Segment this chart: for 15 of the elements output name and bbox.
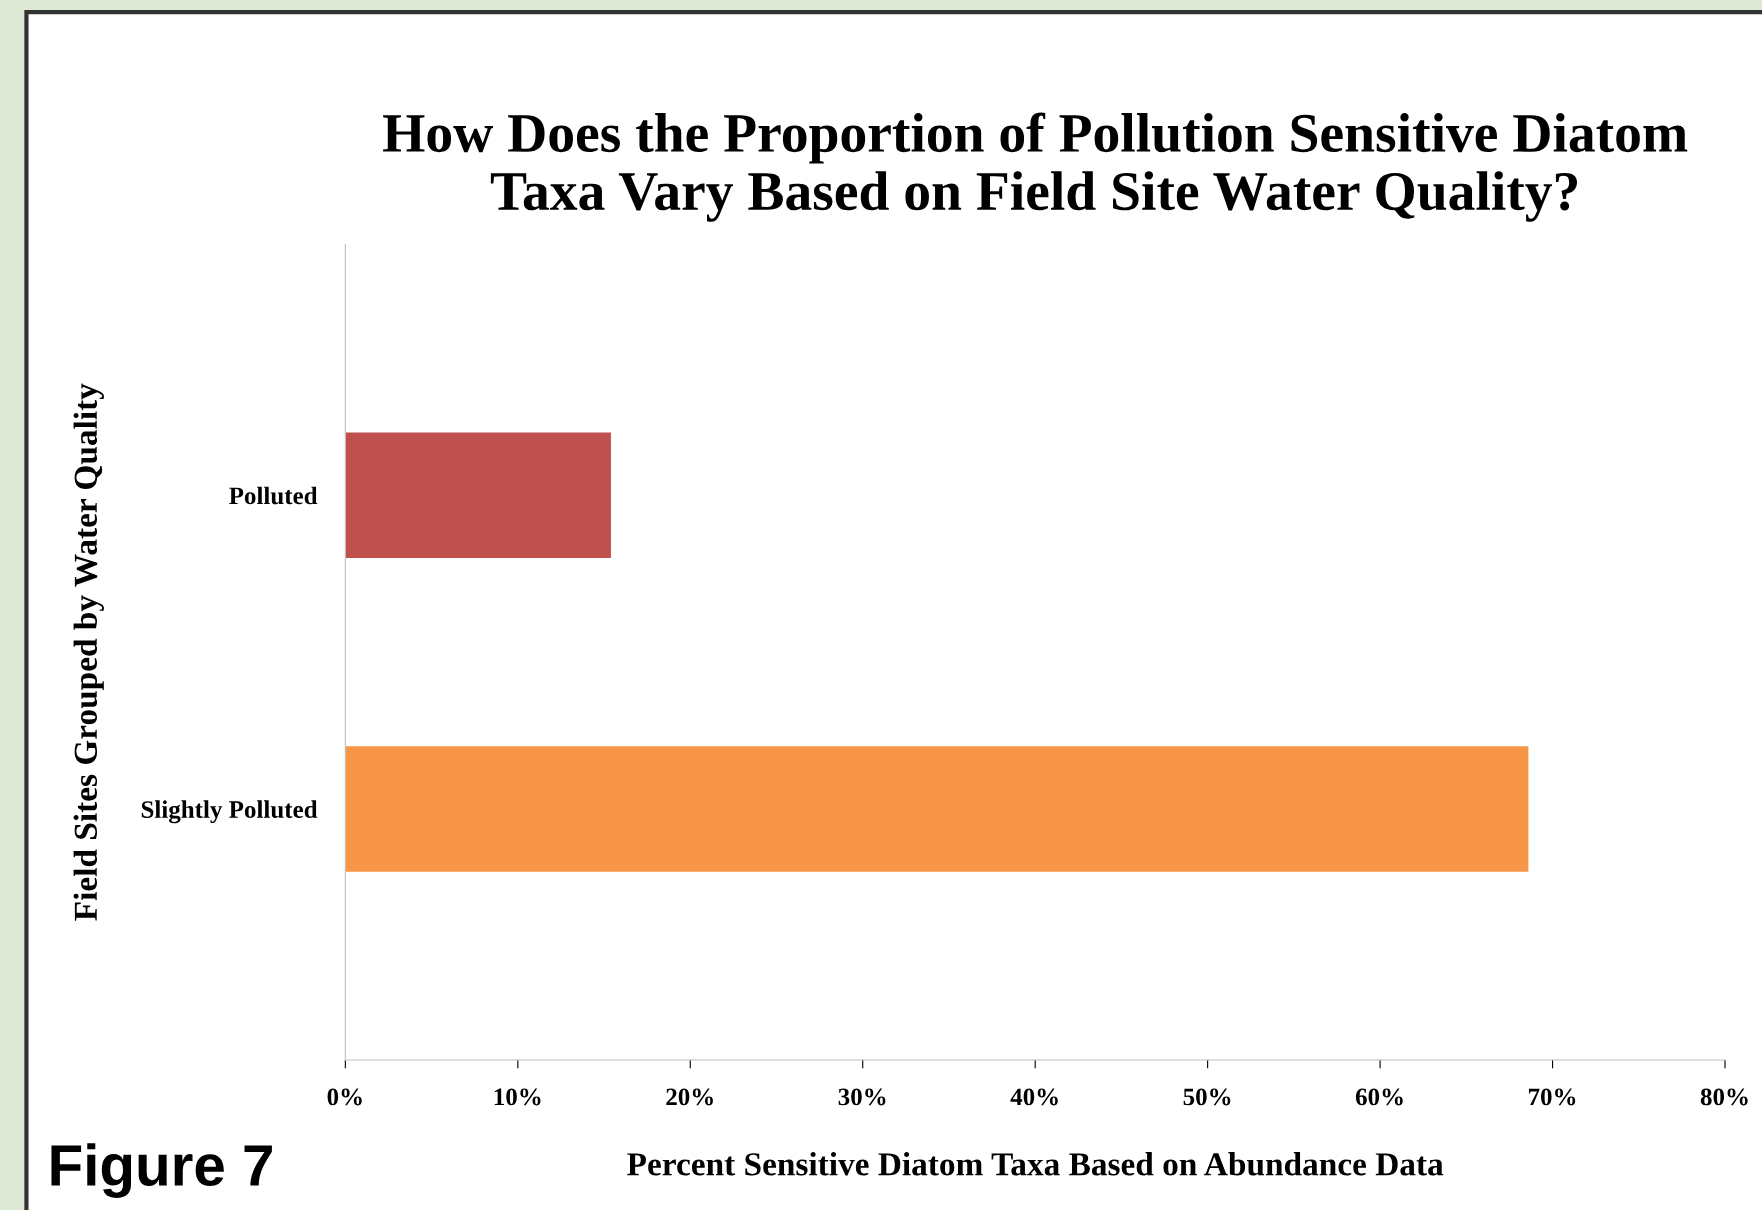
caption: Figure 7	[51, 1143, 272, 1198]
x-tick-label: 50%	[1183, 1088, 1231, 1106]
x-tick-label: 30%	[838, 1088, 886, 1106]
y-tick-label: Slightly Polluted	[141, 800, 318, 824]
y-axis-title: Field Sites Grouped by Water Quality	[73, 383, 104, 921]
x-tick-label: 60%	[1355, 1088, 1403, 1106]
x-tick-label: 0%	[327, 1088, 362, 1106]
x-tick-label: 20%	[666, 1088, 713, 1106]
x-tick-label: 70%	[1528, 1088, 1576, 1106]
chart-title: How Does the Proportion of Pollution Sensitive Diatom Taxa Vary Based on Field Site Water Quality?	[383, 112, 1688, 222]
x-tick-label: 10%	[494, 1088, 541, 1106]
x-tick-label: 80%	[1700, 1088, 1748, 1106]
x-tick-label: 40%	[1010, 1088, 1058, 1106]
y-tick-label: Polluted	[229, 486, 318, 505]
x-axis-title: Percent Sensitive Diatom Taxa Based on Abundance Data	[627, 1152, 1444, 1176]
